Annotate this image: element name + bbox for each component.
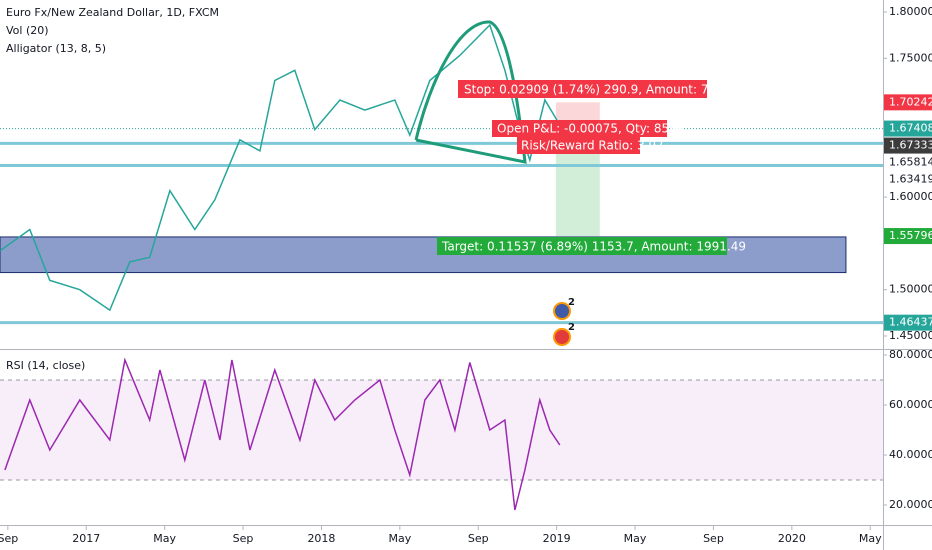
y-tick-label: 1.60000: [889, 190, 932, 203]
annotation-box: [517, 137, 640, 154]
chart-title: Euro Fx/New Zealand Dollar, 1D, FXCM: [6, 6, 219, 19]
price-badge-label: 1.67408: [889, 122, 932, 135]
price-badge: [884, 137, 932, 154]
y-tick-label: 60.0000: [889, 398, 932, 411]
event-count: 2: [568, 322, 575, 333]
series-line: [0, 23, 561, 312]
y-tick-label: 1.75000: [889, 51, 932, 64]
annotation-box: [492, 120, 667, 137]
indicator-label: Alligator (13, 8, 5): [6, 42, 106, 55]
x-tick-label: May: [624, 532, 647, 545]
price-badge-label: 1.67333: [889, 139, 932, 152]
price-badge: [884, 94, 932, 111]
y-tick-label: 1.80000: [889, 5, 932, 18]
x-tick-label: Sep: [233, 532, 254, 545]
annotation-box: [458, 80, 707, 98]
x-tick-label: 2020: [778, 532, 806, 545]
price-badge-label: 1.63419: [889, 173, 932, 186]
price-badge: [884, 171, 932, 188]
y-tick-label: 1.50000: [889, 283, 932, 296]
series-line: [4, 357, 561, 511]
price-badge: [884, 314, 932, 331]
price-badge-label: 1.55796: [889, 229, 932, 242]
annotation: Open P&L: -0.00075, Qty: 8594: [497, 122, 684, 136]
annotation: Target: 0.11537 (6.89%) 1153.7, Amount: …: [441, 240, 746, 254]
x-tick-label: 2018: [307, 532, 335, 545]
y-tick-label: 1.45000: [889, 329, 932, 342]
annotation-box: [437, 237, 727, 255]
event-icon[interactable]: [553, 328, 571, 346]
annotation: Stop: 0.02909 (1.74%) 290.9, Amount: 750: [464, 83, 724, 97]
price-badge-label: 1.46437: [889, 316, 932, 329]
x-tick-label: 2017: [72, 532, 100, 545]
price-badge-label: 1.70242: [889, 95, 932, 108]
x-tick-label: May: [859, 532, 882, 545]
price-badge: [884, 120, 932, 137]
event-icon[interactable]: [553, 302, 571, 320]
x-tick-label: 2019: [543, 532, 571, 545]
y-tick-label: 40.0000: [889, 448, 932, 461]
rsi-band: [0, 380, 883, 480]
x-tick-label: Sep: [468, 532, 489, 545]
annotation: Risk/Reward Ratio: 3.97: [521, 139, 664, 153]
price-badge-label: 1.65814: [889, 156, 932, 169]
x-tick-label: Sep: [703, 532, 724, 545]
price-badge: [884, 228, 932, 245]
price-badge: [884, 154, 932, 171]
indicator-label: Vol (20): [6, 24, 49, 37]
x-tick-label: May: [388, 532, 411, 545]
y-tick-label: 80.0000: [889, 348, 932, 361]
rsi-title: RSI (14, close): [6, 359, 85, 372]
event-count: 2: [568, 297, 575, 308]
x-tick-label: Sep: [0, 532, 18, 545]
y-tick-label: 20.0000: [889, 498, 932, 511]
x-tick-label: May: [153, 532, 176, 545]
